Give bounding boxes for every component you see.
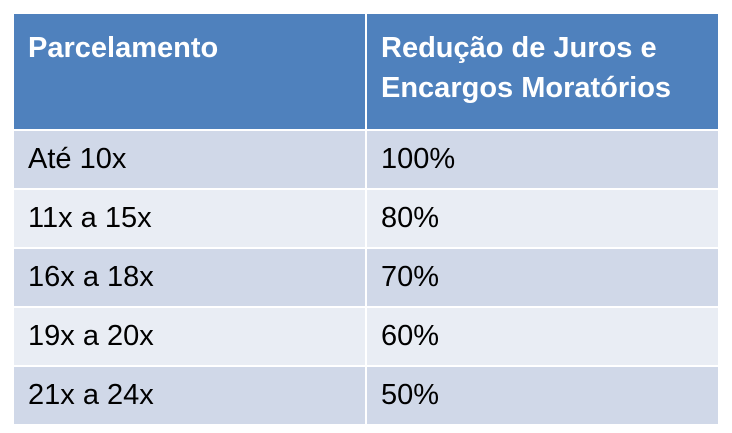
reduction-cell: 70% <box>365 247 720 308</box>
table-row: 19x a 20x 60% <box>12 306 720 367</box>
installment-cell: 21x a 24x <box>12 365 367 426</box>
table-header: Parcelamento Redução de Juros e Encargos… <box>12 12 720 131</box>
table-row: 16x a 18x 70% <box>12 247 720 308</box>
reduction-cell: 50% <box>365 365 720 426</box>
reduction-cell: 100% <box>365 129 720 190</box>
table-row: 11x a 15x 80% <box>12 188 720 249</box>
installment-cell: 19x a 20x <box>12 306 367 367</box>
table-row: 21x a 24x 50% <box>12 365 720 426</box>
reduction-cell: 60% <box>365 306 720 367</box>
header-row: Parcelamento Redução de Juros e Encargos… <box>12 12 720 131</box>
installment-cell: 11x a 15x <box>12 188 367 249</box>
header-cell: Redução de Juros e Encargos Moratórios <box>365 12 720 131</box>
table-body: Até 10x 100% 11x a 15x 80% 16x a 18x 70% 19x a… <box>12 129 720 426</box>
header-cell: Parcelamento <box>12 12 367 131</box>
table-row: Até 10x 100% <box>12 129 720 190</box>
installment-cell: Até 10x <box>12 129 367 190</box>
reduction-cell: 80% <box>365 188 720 249</box>
installment-cell: 16x a 18x <box>12 247 367 308</box>
discount-table: Parcelamento Redução de Juros e Encargos… <box>12 12 720 426</box>
